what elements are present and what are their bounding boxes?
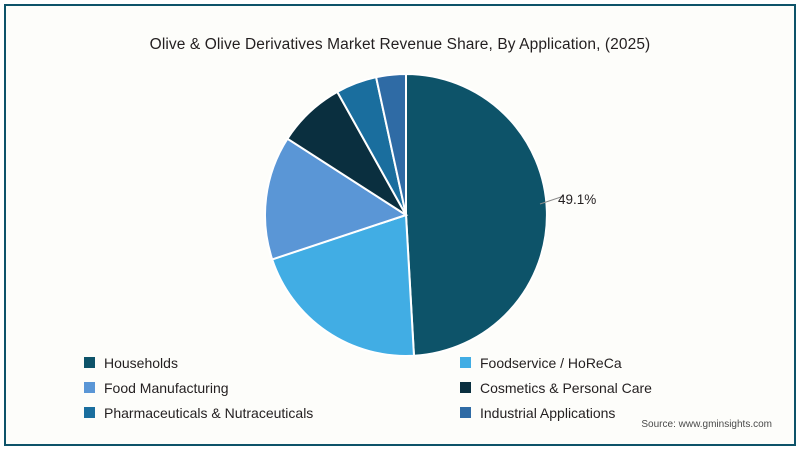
- legend-item-label: Food Manufacturing: [104, 379, 229, 396]
- pie-chart-svg: [264, 72, 565, 357]
- pie-slice[interactable]: [405, 72, 548, 357]
- pct-leader-line: [539, 195, 565, 205]
- legend-item-label: Foodservice / HoReCa: [480, 354, 622, 371]
- legend-item-industrial-applications[interactable]: Industrial Applications: [460, 405, 734, 421]
- legend-swatch-icon: [460, 357, 471, 368]
- chart-legend: Households Foodservice / HoReCa Food Man…: [84, 350, 734, 425]
- legend-item-households[interactable]: Households: [84, 355, 460, 371]
- legend-item-label: Industrial Applications: [480, 404, 616, 421]
- source-attribution: Source: www.gminsights.com: [641, 419, 772, 430]
- legend-swatch-icon: [84, 407, 95, 418]
- slice-percent-label-households: 49.1%: [558, 192, 597, 207]
- pie-slice[interactable]: [264, 137, 409, 261]
- legend-item-label: Cosmetics & Personal Care: [480, 379, 652, 396]
- legend-item-cosmetics-personal-care[interactable]: Cosmetics & Personal Care: [460, 380, 734, 396]
- legend-item-foodservice-horeca[interactable]: Foodservice / HoReCa: [460, 355, 734, 371]
- legend-item-food-manufacturing[interactable]: Food Manufacturing: [84, 380, 460, 396]
- page-title: Olive & Olive Derivatives Market Revenue…: [149, 36, 651, 53]
- legend-swatch-icon: [84, 357, 95, 368]
- pie-slice[interactable]: [270, 213, 416, 357]
- pie-slice-group: [264, 72, 548, 357]
- legend-item-pharmaceuticals-nutraceuticals[interactable]: Pharmaceuticals & Nutraceuticals: [84, 405, 460, 421]
- legend-item-label: Pharmaceuticals & Nutraceuticals: [104, 404, 314, 421]
- legend-swatch-icon: [460, 407, 471, 418]
- chart-frame: Olive & Olive Derivatives Market Revenue…: [4, 4, 796, 446]
- pie-chart: [256, 68, 566, 360]
- legend-item-label: Households: [104, 354, 178, 371]
- legend-swatch-icon: [84, 382, 95, 393]
- legend-swatch-icon: [460, 382, 471, 393]
- pie-slice[interactable]: [374, 72, 407, 216]
